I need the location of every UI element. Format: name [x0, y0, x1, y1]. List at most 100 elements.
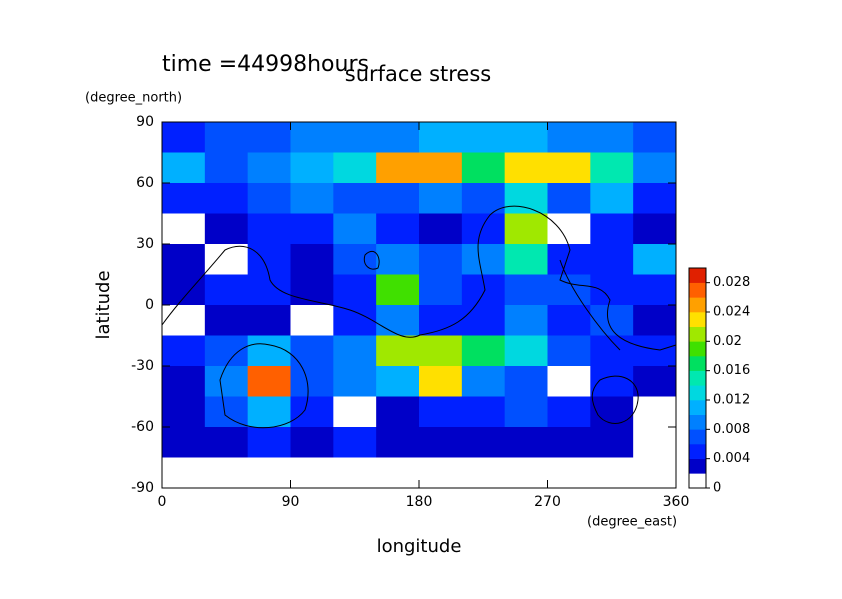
heatmap-cell [204, 152, 249, 184]
heatmap-cell [247, 122, 291, 153]
heatmap-cell [376, 152, 420, 184]
x-tick-label: 180 [406, 494, 433, 510]
colorbar-swatch [689, 356, 706, 371]
heatmap-cell [461, 427, 506, 458]
heatmap-cell [247, 366, 291, 397]
heatmap-cell [547, 152, 591, 184]
heatmap-cell [590, 366, 634, 397]
chart-title: surface stress [345, 62, 491, 86]
colorbar-swatch [689, 326, 706, 342]
heatmap-cell [376, 183, 420, 214]
heatmap-cell [461, 335, 506, 367]
heatmap-cell [547, 457, 591, 489]
heatmap-cell [290, 366, 334, 397]
heatmap-cell [590, 183, 634, 214]
heatmap-cell [419, 396, 463, 428]
heatmap-cell [290, 122, 334, 153]
heatmap-cell [504, 396, 548, 428]
heatmap-cell [290, 396, 334, 428]
heatmap-cell [419, 244, 463, 275]
heatmap-cell [633, 335, 677, 367]
heatmap-cell [162, 274, 206, 306]
colorbar-swatch [689, 473, 706, 489]
heatmap-cell [162, 427, 206, 458]
heatmap-cell [419, 274, 463, 306]
heatmap-cell [590, 427, 634, 458]
heatmap-cell [162, 457, 206, 489]
heatmap-cell [547, 274, 591, 306]
heatmap-cell [333, 305, 377, 336]
y-tick-label: 60 [136, 175, 154, 191]
heatmap-cell [204, 335, 249, 367]
heatmap-cell [333, 213, 377, 245]
heatmap-cell [333, 244, 377, 275]
heatmap-cell [504, 183, 548, 214]
heatmap-cell [633, 183, 677, 214]
heatmap-cell [419, 213, 463, 245]
heatmap-cell [333, 366, 377, 397]
heatmap-cell [590, 335, 634, 367]
heatmap-cell [333, 457, 377, 489]
heatmap-cell [247, 274, 291, 306]
heatmap-cell [547, 427, 591, 458]
heatmap-cell [461, 152, 506, 184]
y-tick-label: 90 [136, 114, 154, 130]
colorbar-swatch [689, 444, 706, 459]
axes: 0 90 180 270 360 -90 -60 -30 0 30 60 90 0 0.004 0.008 0… [131, 114, 750, 510]
y-tick-label: -60 [131, 419, 154, 435]
heatmap-cell [547, 335, 591, 367]
heatmap-cell [247, 335, 291, 367]
heatmap-cell [633, 122, 677, 153]
heatmap-cell [162, 244, 206, 275]
heatmap-cell [204, 366, 249, 397]
heatmap-cell [376, 213, 420, 245]
heatmap-cell [162, 335, 206, 367]
x-tick-label: 360 [663, 494, 690, 510]
heatmap-cell [504, 152, 548, 184]
heatmap-cell [633, 366, 677, 397]
heatmap-cell [419, 427, 463, 458]
heatmap-cell [504, 335, 548, 367]
heatmap-cell [590, 244, 634, 275]
heatmap-cell [204, 274, 249, 306]
heatmap-cell [204, 183, 249, 214]
x-tick-label: 0 [158, 494, 167, 510]
colorbar-swatch [689, 400, 706, 415]
heatmap-cell [547, 396, 591, 428]
heatmap-cell [376, 274, 420, 306]
heatmap-cell [290, 152, 334, 184]
heatmap-cell [290, 427, 334, 458]
heatmap-cell [162, 122, 206, 153]
x-tick-label: 270 [534, 494, 561, 510]
heatmap-cell [204, 122, 249, 153]
heatmap-cell [504, 274, 548, 306]
heatmap-cell [290, 335, 334, 367]
heatmap-cell [204, 244, 249, 275]
heatmap-cells [162, 122, 677, 489]
heatmap-cell [333, 274, 377, 306]
heatmap-cell [333, 396, 377, 428]
heatmap-cell [547, 122, 591, 153]
colorbar-swatch [689, 282, 706, 298]
heatmap-cell [247, 152, 291, 184]
heatmap-cell [376, 305, 420, 336]
heatmap-cell [419, 152, 463, 184]
heatmap-cell [333, 183, 377, 214]
heatmap-cell [162, 305, 206, 336]
heatmap-cell [547, 213, 591, 245]
heatmap-cell [376, 396, 420, 428]
heatmap-cell [461, 213, 506, 245]
heatmap-cell [204, 396, 249, 428]
colorbar-frame [688, 267, 707, 489]
heatmap-cell [461, 457, 506, 489]
heatmap-cell [461, 396, 506, 428]
heatmap-cell [162, 366, 206, 397]
heatmap-cell [633, 152, 677, 184]
heatmap-cell [461, 274, 506, 306]
heatmap-cell [590, 213, 634, 245]
heatmap-cell [590, 396, 634, 428]
colorbar-swatch [689, 385, 706, 401]
heatmap-cell [590, 152, 634, 184]
